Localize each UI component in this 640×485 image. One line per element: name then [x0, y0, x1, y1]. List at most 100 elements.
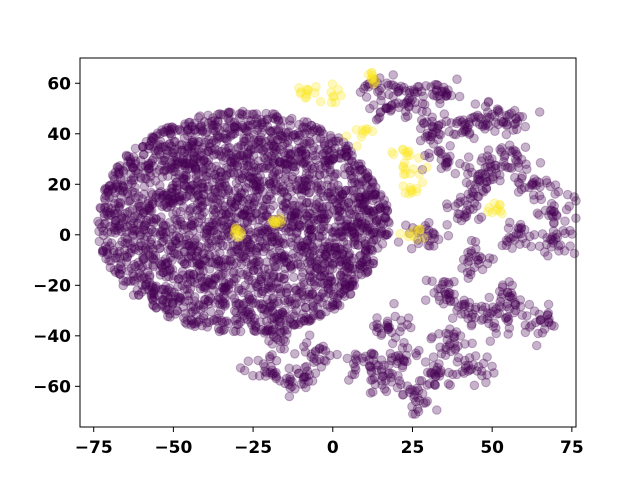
data-point-purple	[370, 379, 381, 390]
data-point-purple	[234, 175, 245, 185]
data-point-purple	[157, 201, 167, 212]
data-point-purple	[269, 167, 280, 178]
data-point-purple	[291, 305, 302, 316]
data-point-purple	[164, 139, 174, 150]
data-point-purple	[291, 285, 301, 296]
data-point-purple	[239, 251, 249, 262]
data-point-purple	[148, 261, 159, 272]
data-point-purple	[178, 202, 189, 213]
data-point-purple	[202, 127, 212, 137]
data-point-purple	[279, 344, 290, 354]
data-point-purple	[198, 302, 209, 312]
data-point-purple	[179, 133, 190, 143]
data-point-purple	[245, 239, 255, 249]
data-point-purple	[322, 300, 332, 310]
data-point-purple	[310, 347, 321, 357]
data-point-purple	[485, 158, 495, 169]
data-point-purple	[201, 171, 212, 181]
data-point-purple	[170, 156, 180, 166]
data-point-purple	[200, 280, 211, 291]
data-point-purple	[517, 310, 528, 321]
data-point-purple	[93, 216, 103, 227]
data-point-purple	[280, 158, 291, 169]
data-point-purple	[343, 162, 354, 173]
data-point-purple	[180, 317, 190, 328]
data-point-purple	[454, 91, 465, 102]
data-point-purple	[129, 243, 140, 253]
data-point-purple	[501, 129, 512, 140]
data-point-purple	[189, 156, 200, 166]
data-point-purple	[487, 361, 497, 372]
data-point-purple	[429, 369, 440, 380]
data-point-purple	[384, 227, 394, 238]
data-point-purple	[432, 405, 442, 415]
data-point-purple	[238, 300, 249, 311]
data-point-purple	[264, 135, 275, 146]
data-point-purple	[357, 261, 368, 272]
data-point-purple	[361, 92, 372, 102]
data-point-purple	[435, 342, 445, 353]
data-point-purple	[251, 246, 261, 256]
data-point-purple	[294, 130, 305, 141]
data-point-purple	[263, 283, 274, 293]
data-point-purple	[190, 143, 200, 153]
data-point-purple	[189, 237, 200, 248]
data-point-purple	[250, 298, 261, 308]
data-point-purple	[136, 161, 146, 172]
data-point-purple	[259, 309, 269, 320]
data-point-purple	[208, 113, 218, 123]
data-point-purple	[542, 310, 553, 320]
data-point-purple	[368, 206, 379, 216]
data-point-purple	[285, 237, 296, 248]
data-point-purple	[130, 159, 140, 169]
data-point-purple	[244, 275, 254, 285]
data-point-purple	[295, 129, 306, 140]
data-point-yellow	[398, 181, 409, 191]
data-point-purple	[209, 315, 220, 325]
data-point-purple	[378, 199, 389, 209]
data-point-purple	[285, 154, 295, 165]
data-point-purple	[228, 268, 239, 278]
data-point-purple	[215, 150, 225, 160]
data-point-purple	[272, 262, 283, 272]
data-point-purple	[241, 211, 252, 221]
data-point-purple	[492, 309, 503, 319]
data-point-purple	[262, 236, 273, 246]
data-point-purple	[339, 277, 350, 288]
data-point-purple	[428, 139, 439, 149]
data-point-purple	[187, 137, 198, 148]
data-point-purple	[304, 174, 314, 184]
data-point-purple	[561, 204, 572, 215]
data-point-purple	[116, 199, 126, 209]
data-point-purple	[232, 240, 243, 251]
data-point-purple	[284, 391, 295, 402]
data-point-purple	[167, 160, 177, 170]
data-point-purple	[254, 256, 265, 267]
data-point-purple	[340, 163, 350, 173]
data-point-purple	[161, 165, 171, 175]
data-point-purple	[359, 262, 370, 273]
data-point-purple	[339, 291, 350, 302]
data-point-purple	[225, 156, 236, 167]
data-point-purple	[273, 309, 283, 320]
data-point-purple	[317, 209, 328, 219]
data-point-purple	[283, 213, 293, 223]
data-point-purple	[157, 155, 167, 166]
data-point-purple	[248, 109, 259, 120]
data-point-purple	[109, 265, 120, 275]
data-point-purple	[370, 189, 380, 199]
data-point-purple	[128, 172, 139, 183]
data-point-purple	[314, 170, 325, 180]
data-point-purple	[105, 262, 116, 273]
data-point-purple	[514, 111, 525, 122]
data-point-purple	[362, 254, 372, 265]
data-point-purple	[485, 336, 496, 347]
data-point-purple	[476, 366, 487, 376]
data-point-purple	[173, 296, 184, 307]
data-point-purple	[309, 276, 320, 287]
data-point-purple	[376, 228, 387, 238]
data-point-purple	[188, 180, 198, 190]
data-point-purple	[360, 239, 371, 250]
data-point-yellow	[411, 186, 422, 197]
data-point-purple	[197, 126, 208, 137]
